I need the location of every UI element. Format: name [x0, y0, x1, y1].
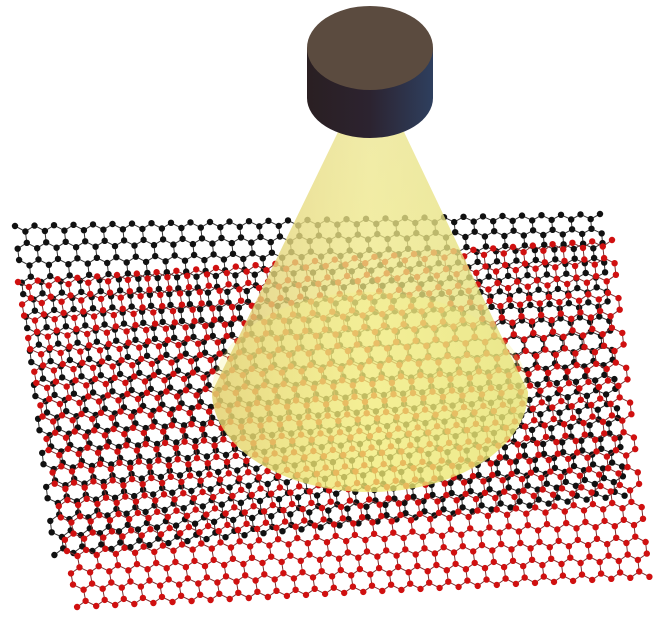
lamp	[307, 6, 433, 138]
cone-shade	[212, 132, 528, 492]
cone-spot	[212, 292, 528, 492]
lamp-top	[307, 6, 433, 90]
light-cone	[212, 132, 528, 492]
